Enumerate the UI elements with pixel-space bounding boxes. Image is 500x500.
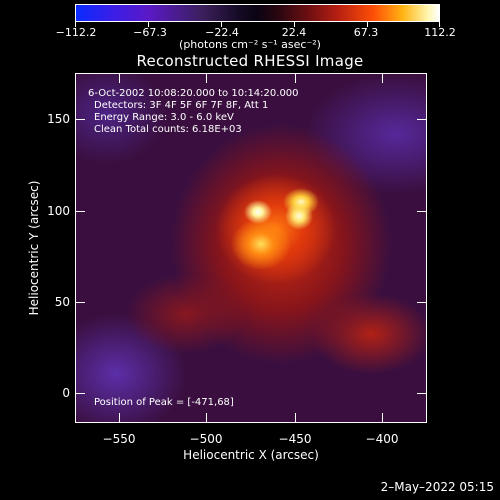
y-axis-title: Heliocentric Y (arcsec) — [27, 180, 41, 316]
y-tick — [75, 393, 85, 394]
colorbar-tick — [148, 21, 149, 27]
colorbar-tick — [221, 21, 222, 27]
x-tick — [206, 413, 207, 423]
x-tick-label: −450 — [278, 432, 312, 446]
colorbar — [75, 4, 440, 22]
y-tick-label: 150 — [47, 112, 70, 126]
colorbar-label: 22.4 — [281, 26, 307, 39]
x-tick-label: −500 — [189, 432, 223, 446]
info-clean: Clean Total counts: 6.18E+03 — [94, 124, 242, 135]
info-detectors: Detectors: 3F 4F 5F 6F 7F 8F, Att 1 — [94, 100, 269, 111]
y-tick-label: 100 — [47, 204, 70, 218]
date-stamp: 2–May–2022 05:15 — [380, 480, 494, 494]
x-tick-label: −550 — [102, 432, 136, 446]
info-time: 6-Oct-2002 10:08:20.000 to 10:14:20.000 — [88, 88, 299, 99]
x-axis-title: Heliocentric X (arcsec) — [183, 448, 319, 462]
x-tick — [382, 413, 383, 423]
y-tick — [417, 119, 427, 120]
colorbar-tick — [294, 21, 295, 27]
colorbar-label: 67.3 — [353, 26, 379, 39]
colorbar-tick — [439, 21, 440, 27]
y-tick — [417, 393, 427, 394]
x-tick — [382, 73, 383, 83]
y-tick — [75, 119, 85, 120]
colorbar-label: −67.3 — [133, 26, 167, 39]
y-tick — [417, 302, 427, 303]
image-title: Reconstructed RHESSI Image — [136, 52, 364, 70]
info-energy: Energy Range: 3.0 - 6.0 keV — [94, 112, 234, 123]
y-tick — [75, 302, 85, 303]
x-tick — [295, 413, 296, 423]
x-tick — [295, 73, 296, 83]
y-tick — [75, 211, 85, 212]
colorbar-tick — [367, 21, 368, 27]
colorbar-units: (photons cm⁻² s⁻¹ asec⁻²) — [179, 38, 321, 51]
x-tick-label: −400 — [365, 432, 399, 446]
x-tick — [119, 413, 120, 423]
x-tick — [206, 73, 207, 83]
colorbar-label: −112.2 — [55, 26, 97, 39]
colorbar-tick — [75, 21, 76, 27]
peak-position: Position of Peak = [-471,68] — [94, 397, 234, 408]
colorbar-label: 112.2 — [424, 26, 456, 39]
y-tick-label: 0 — [62, 386, 70, 400]
solar-image: 6-Oct-2002 10:08:20.000 to 10:14:20.000 … — [75, 73, 427, 423]
colorbar-label: −22.4 — [205, 26, 239, 39]
x-tick — [119, 73, 120, 83]
y-tick — [417, 211, 427, 212]
y-tick-label: 50 — [54, 295, 70, 309]
